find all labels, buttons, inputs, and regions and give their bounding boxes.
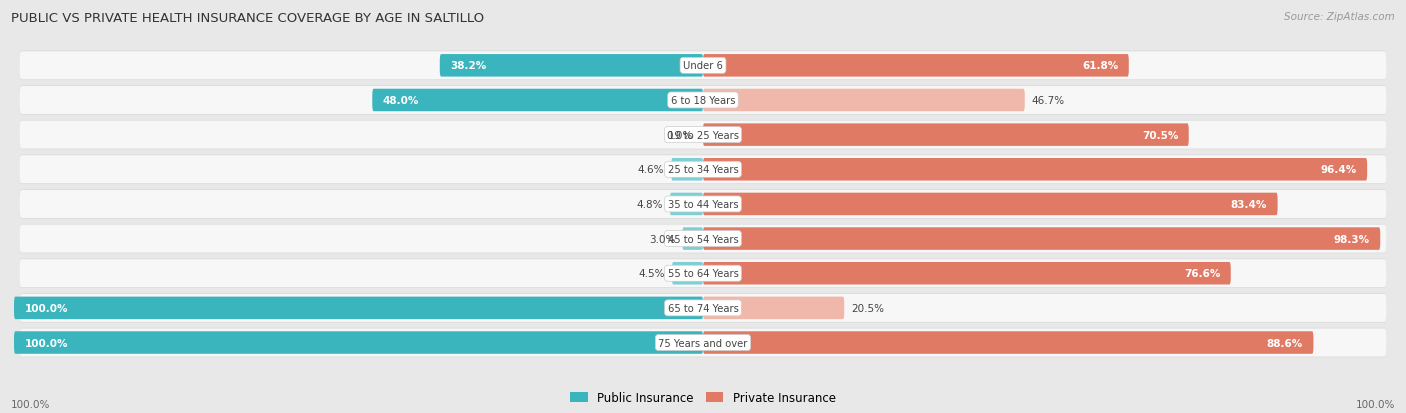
Text: 48.0%: 48.0% — [382, 96, 419, 106]
Text: PUBLIC VS PRIVATE HEALTH INSURANCE COVERAGE BY AGE IN SALTILLO: PUBLIC VS PRIVATE HEALTH INSURANCE COVER… — [11, 12, 485, 25]
FancyBboxPatch shape — [703, 193, 1278, 216]
Text: 35 to 44 Years: 35 to 44 Years — [668, 199, 738, 209]
Text: 4.6%: 4.6% — [638, 165, 665, 175]
Text: 6 to 18 Years: 6 to 18 Years — [671, 96, 735, 106]
FancyBboxPatch shape — [672, 262, 703, 285]
FancyBboxPatch shape — [20, 329, 1386, 357]
Text: 65 to 74 Years: 65 to 74 Years — [668, 303, 738, 313]
FancyBboxPatch shape — [14, 332, 703, 354]
Text: 19 to 25 Years: 19 to 25 Years — [668, 131, 738, 140]
FancyBboxPatch shape — [20, 121, 1386, 150]
Text: 76.6%: 76.6% — [1184, 268, 1220, 278]
Text: 100.0%: 100.0% — [24, 303, 67, 313]
Text: 55 to 64 Years: 55 to 64 Years — [668, 268, 738, 278]
FancyBboxPatch shape — [703, 262, 1230, 285]
FancyBboxPatch shape — [20, 156, 1386, 184]
Text: 4.8%: 4.8% — [637, 199, 664, 209]
FancyBboxPatch shape — [703, 159, 1367, 181]
FancyBboxPatch shape — [703, 228, 1381, 250]
FancyBboxPatch shape — [703, 332, 1313, 354]
Text: 100.0%: 100.0% — [11, 399, 51, 409]
FancyBboxPatch shape — [20, 259, 1386, 288]
Text: 96.4%: 96.4% — [1320, 165, 1357, 175]
FancyBboxPatch shape — [20, 155, 1386, 185]
FancyBboxPatch shape — [703, 297, 844, 319]
FancyBboxPatch shape — [20, 294, 1386, 322]
Text: 61.8%: 61.8% — [1083, 61, 1118, 71]
FancyBboxPatch shape — [703, 124, 1188, 147]
FancyBboxPatch shape — [20, 86, 1386, 115]
Text: 38.2%: 38.2% — [450, 61, 486, 71]
Text: 100.0%: 100.0% — [1355, 399, 1395, 409]
FancyBboxPatch shape — [20, 52, 1386, 80]
Text: 45 to 54 Years: 45 to 54 Years — [668, 234, 738, 244]
FancyBboxPatch shape — [373, 90, 703, 112]
Text: 70.5%: 70.5% — [1142, 131, 1178, 140]
FancyBboxPatch shape — [20, 224, 1386, 254]
Text: 98.3%: 98.3% — [1334, 234, 1369, 244]
Text: Source: ZipAtlas.com: Source: ZipAtlas.com — [1284, 12, 1395, 22]
Text: 3.0%: 3.0% — [650, 234, 675, 244]
FancyBboxPatch shape — [20, 225, 1386, 253]
Text: 100.0%: 100.0% — [24, 338, 67, 348]
FancyBboxPatch shape — [14, 297, 703, 319]
FancyBboxPatch shape — [20, 121, 1386, 150]
FancyBboxPatch shape — [682, 228, 703, 250]
Legend: Public Insurance, Private Insurance: Public Insurance, Private Insurance — [565, 386, 841, 408]
Text: Under 6: Under 6 — [683, 61, 723, 71]
FancyBboxPatch shape — [20, 294, 1386, 323]
FancyBboxPatch shape — [20, 52, 1386, 81]
FancyBboxPatch shape — [20, 190, 1386, 218]
Text: 46.7%: 46.7% — [1032, 96, 1064, 106]
FancyBboxPatch shape — [703, 55, 1129, 77]
Text: 0.0%: 0.0% — [666, 131, 693, 140]
Text: 20.5%: 20.5% — [851, 303, 884, 313]
FancyBboxPatch shape — [20, 259, 1386, 287]
FancyBboxPatch shape — [440, 55, 703, 77]
Text: 75 Years and over: 75 Years and over — [658, 338, 748, 348]
FancyBboxPatch shape — [20, 190, 1386, 219]
FancyBboxPatch shape — [669, 193, 703, 216]
Text: 25 to 34 Years: 25 to 34 Years — [668, 165, 738, 175]
FancyBboxPatch shape — [703, 90, 1025, 112]
Text: 88.6%: 88.6% — [1267, 338, 1303, 348]
FancyBboxPatch shape — [20, 87, 1386, 115]
FancyBboxPatch shape — [671, 159, 703, 181]
Text: 83.4%: 83.4% — [1230, 199, 1267, 209]
FancyBboxPatch shape — [20, 328, 1386, 357]
Text: 4.5%: 4.5% — [638, 268, 665, 278]
